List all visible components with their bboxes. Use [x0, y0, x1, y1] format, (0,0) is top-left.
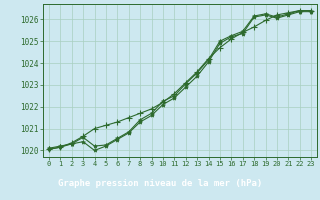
Text: Graphe pression niveau de la mer (hPa): Graphe pression niveau de la mer (hPa): [58, 179, 262, 188]
